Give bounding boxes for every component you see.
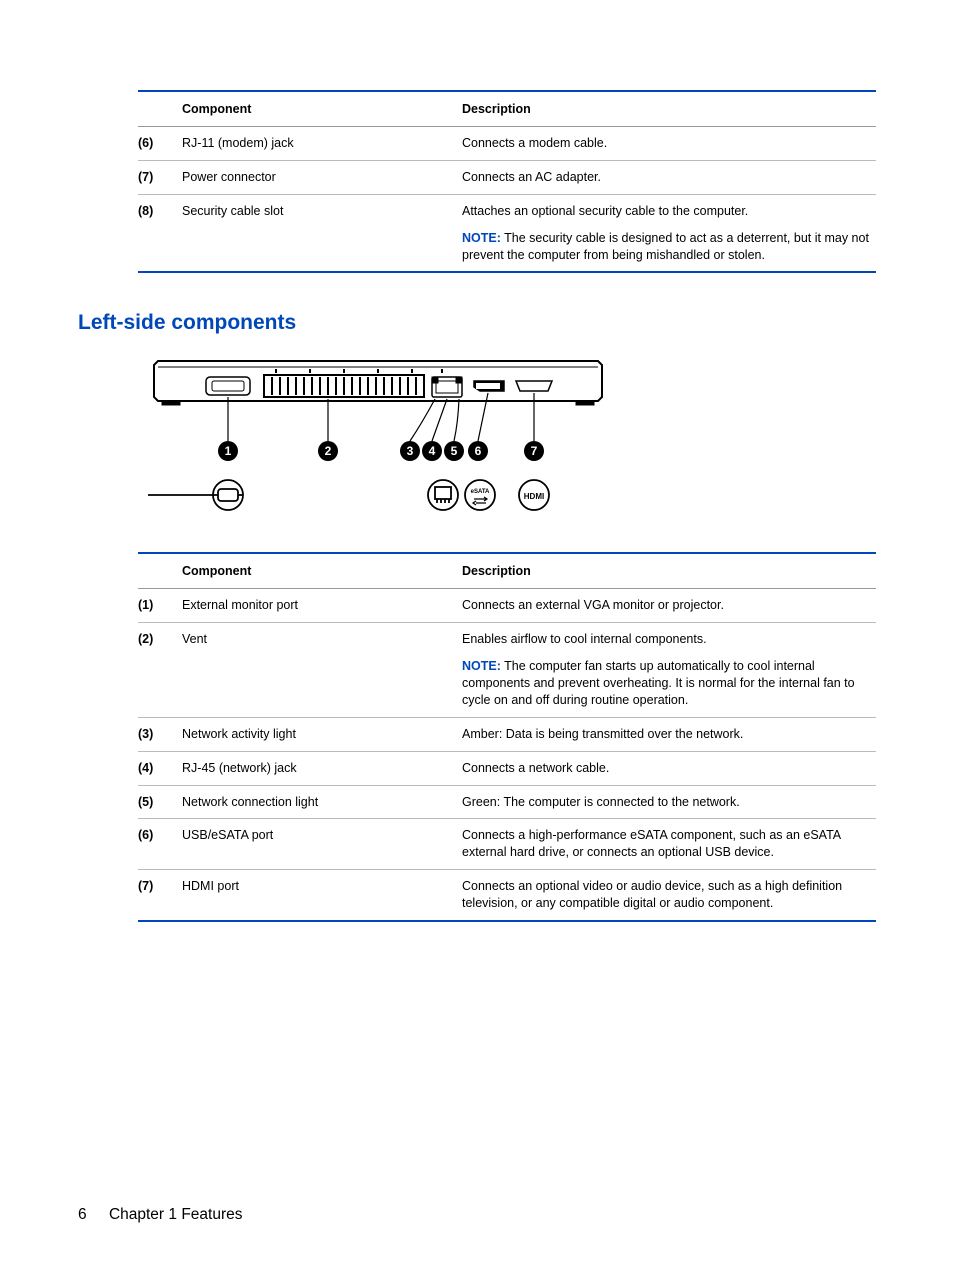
table-row: (4) RJ-45 (network) jack Connects a netw… <box>138 751 876 785</box>
row-number: (6) <box>138 819 182 870</box>
table-row: (6) USB/eSATA port Connects a high-perfo… <box>138 819 876 870</box>
row-description: Connects an external VGA monitor or proj… <box>462 589 876 623</box>
row-component: RJ-45 (network) jack <box>182 751 462 785</box>
svg-text:6: 6 <box>475 444 482 458</box>
table-row: (7) HDMI port Connects an optional video… <box>138 870 876 921</box>
row-component: Vent <box>182 623 462 718</box>
header-description: Description <box>462 553 876 589</box>
page-number: 6 <box>78 1206 87 1223</box>
row-number: (1) <box>138 589 182 623</box>
row-number: (7) <box>138 870 182 921</box>
note-text: The computer fan starts up automatically… <box>462 659 855 707</box>
svg-text:2: 2 <box>325 444 332 458</box>
note-label: NOTE: <box>462 659 501 673</box>
row-number: (6) <box>138 127 182 161</box>
left-side-diagram: 1 2 3 4 5 6 7 <box>148 353 876 528</box>
row-number: (7) <box>138 160 182 194</box>
table-row: (2) Vent Enables airflow to cool interna… <box>138 623 876 718</box>
row-description: Connects a network cable. <box>462 751 876 785</box>
table-row: (3) Network activity light Amber: Data i… <box>138 717 876 751</box>
row-component: HDMI port <box>182 870 462 921</box>
row-description: Connects an optional video or audio devi… <box>462 870 876 921</box>
row-number: (2) <box>138 623 182 718</box>
table-row: (6) RJ-11 (modem) jack Connects a modem … <box>138 127 876 161</box>
row-component: RJ-11 (modem) jack <box>182 127 462 161</box>
row-description: Enables airflow to cool internal compone… <box>462 623 876 718</box>
chapter-label: Chapter 1 Features <box>109 1206 243 1223</box>
table-row: (7) Power connector Connects an AC adapt… <box>138 160 876 194</box>
header-description: Description <box>462 91 876 127</box>
row-component: External monitor port <box>182 589 462 623</box>
table-row: (1) External monitor port Connects an ex… <box>138 589 876 623</box>
row-component: Network connection light <box>182 785 462 819</box>
table-row: (8) Security cable slot Attaches an opti… <box>138 194 876 272</box>
row-description: Green: The computer is connected to the … <box>462 785 876 819</box>
row-component: Network activity light <box>182 717 462 751</box>
note-label: NOTE: <box>462 231 501 245</box>
svg-text:eSATA: eSATA <box>471 489 490 495</box>
row-description: Connects an AC adapter. <box>462 160 876 194</box>
row-number: (3) <box>138 717 182 751</box>
svg-text:1: 1 <box>225 444 232 458</box>
svg-text:5: 5 <box>451 444 458 458</box>
svg-text:7: 7 <box>531 444 538 458</box>
row-description: Amber: Data is being transmitted over th… <box>462 717 876 751</box>
component-table-left-side: Component Description (1) External monit… <box>138 552 876 922</box>
row-number: (8) <box>138 194 182 272</box>
row-component: Security cable slot <box>182 194 462 272</box>
header-component: Component <box>182 553 462 589</box>
page-footer: 6 Chapter 1 Features <box>78 1206 242 1224</box>
row-description: Connects a modem cable. <box>462 127 876 161</box>
note-text: The security cable is designed to act as… <box>462 231 869 262</box>
section-heading: Left-side components <box>78 311 876 335</box>
table-row: (5) Network connection light Green: The … <box>138 785 876 819</box>
svg-text:3: 3 <box>407 444 414 458</box>
row-component: USB/eSATA port <box>182 819 462 870</box>
row-description: Attaches an optional security cable to t… <box>462 194 876 272</box>
row-number: (4) <box>138 751 182 785</box>
svg-text:4: 4 <box>429 444 436 458</box>
row-description: Connects a high-performance eSATA compon… <box>462 819 876 870</box>
header-component: Component <box>182 91 462 127</box>
svg-text:HDMI: HDMI <box>524 492 544 501</box>
component-table-top: Component Description (6) RJ-11 (modem) … <box>138 90 876 273</box>
row-component: Power connector <box>182 160 462 194</box>
row-number: (5) <box>138 785 182 819</box>
